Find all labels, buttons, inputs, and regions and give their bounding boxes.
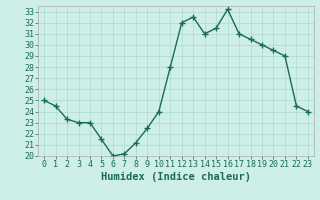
X-axis label: Humidex (Indice chaleur): Humidex (Indice chaleur) xyxy=(101,172,251,182)
